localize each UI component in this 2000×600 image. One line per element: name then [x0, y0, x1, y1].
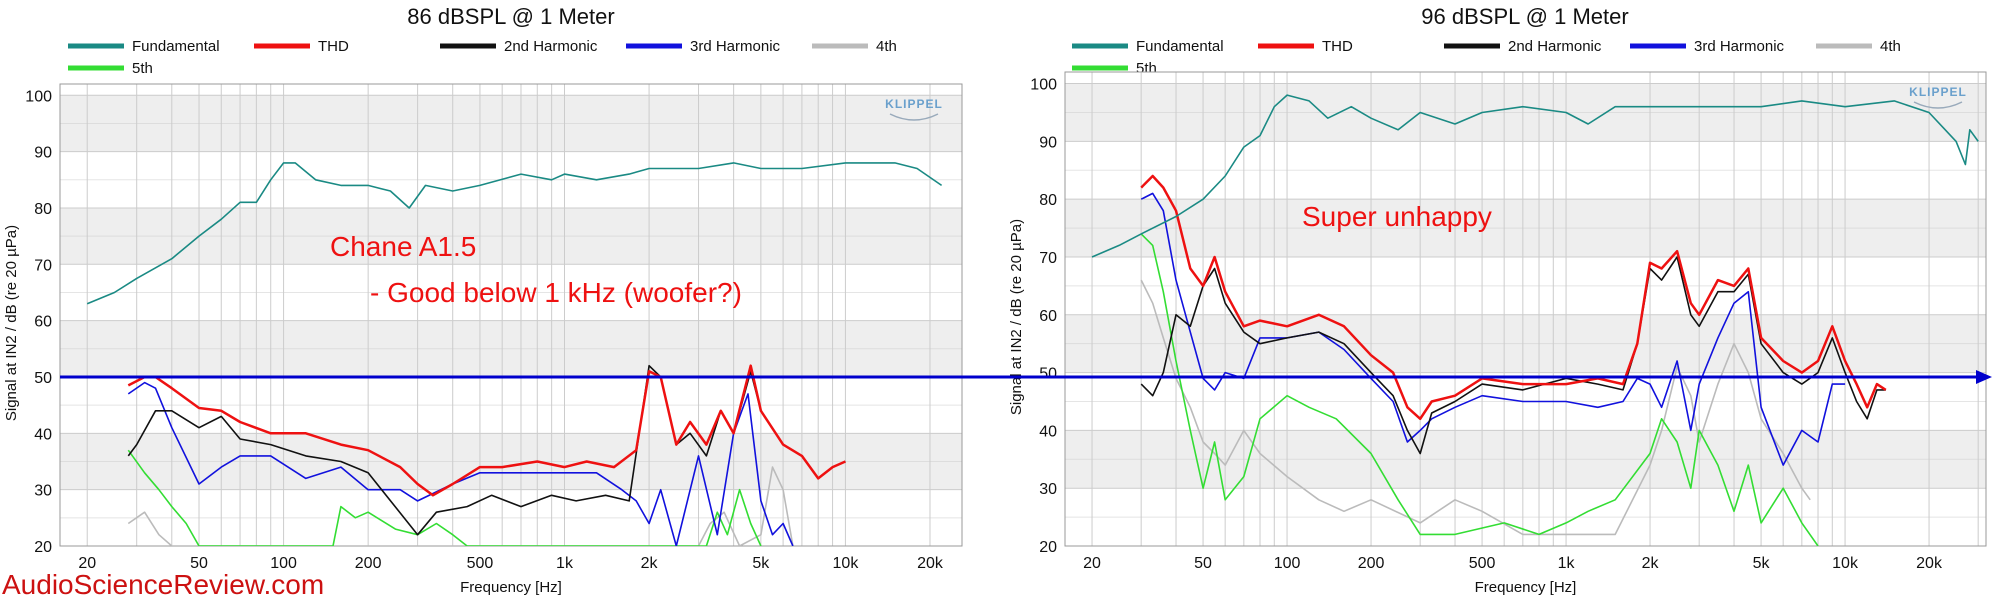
x-tick-label: 200 — [355, 555, 382, 572]
y-tick-label: 30 — [1039, 481, 1057, 498]
y-tick-label: 70 — [34, 257, 52, 274]
y-tick-label: 70 — [1039, 250, 1057, 267]
klippel-logo-text: KLIPPEL — [1909, 85, 1967, 99]
x-tick-label: 5k — [752, 555, 770, 572]
x-tick-label: 500 — [467, 555, 494, 572]
y-axis-label: Signal at IN2 / dB (re 20 µPa) — [1008, 219, 1025, 415]
y-tick-label: 100 — [25, 88, 52, 105]
legend-label-3rd-harmonic: 3rd Harmonic — [690, 38, 781, 55]
x-axis: 20 50 100 200 500 1k 2k 5k 10k 20k Frequency [Hz] — [78, 555, 944, 596]
chart-panel-2: 96 dBSPL @ 1 Meter Fundamental THD 2nd Harm… — [1008, 4, 1987, 596]
series-group — [86, 162, 943, 546]
legend-label-4th: 4th — [876, 38, 897, 55]
grid-lines — [1065, 72, 1986, 547]
x-tick-label: 100 — [270, 555, 297, 572]
y-tick-label: 60 — [34, 314, 52, 331]
annotation-comment: Super unhappy — [1302, 201, 1492, 232]
x-tick-label: 1k — [556, 555, 574, 572]
y-axis-label: Signal at IN2 / dB (re 20 µPa) — [3, 225, 20, 421]
legend-label-4th: 4th — [1880, 38, 1901, 55]
klippel-logo: KLIPPEL — [1909, 85, 1967, 109]
x-tick-label: 20 — [1083, 555, 1101, 572]
grid-lines — [60, 84, 962, 547]
legend-label-thd: THD — [318, 38, 349, 55]
plot-area — [1064, 71, 1987, 547]
y-tick-label: 80 — [1039, 192, 1057, 209]
series-line-5th — [127, 449, 762, 546]
y-tick-label: 20 — [34, 539, 52, 556]
x-tick-label: 5k — [1753, 555, 1771, 572]
x-axis-label: Frequency [Hz] — [1475, 579, 1577, 596]
x-tick-label: 200 — [1358, 555, 1385, 572]
y-tick-label: 30 — [34, 483, 52, 500]
series-line-thd — [127, 364, 846, 497]
legend-label-fundamental: Fundamental — [1136, 38, 1224, 55]
series-line-4th — [1140, 279, 1811, 536]
y-axis: 20 30 40 50 60 70 80 90 100 Signal at IN2 / dB (r… — [3, 88, 52, 556]
klippel-logo-text: KLIPPEL — [885, 97, 943, 111]
legend-label-2nd-harmonic: 2nd Harmonic — [1508, 38, 1602, 55]
series-line-5th — [1140, 233, 1819, 546]
chart-title: 96 dBSPL @ 1 Meter — [1421, 4, 1628, 29]
x-tick-label: 50 — [1194, 555, 1212, 572]
legend-label-2nd-harmonic: 2nd Harmonic — [504, 38, 598, 55]
x-tick-label: 1k — [1558, 555, 1576, 572]
chart-legend: Fundamental THD 2nd Harmonic 3rd Harmonic 4t… — [68, 38, 897, 77]
series-line-fundamental — [86, 162, 943, 305]
y-tick-label: 90 — [1039, 134, 1057, 151]
x-tick-label: 2k — [641, 555, 659, 572]
x-tick-label: 20k — [1916, 555, 1943, 572]
annotation-model-name: Chane A1.5 — [330, 231, 476, 262]
y-tick-label: 50 — [34, 370, 52, 387]
x-tick-label: 500 — [1469, 555, 1496, 572]
klippel-logo: KLIPPEL — [885, 97, 943, 121]
annotations: Chane A1.5 - Good below 1 kHz (woofer?) — [330, 231, 742, 308]
x-axis-label: Frequency [Hz] — [460, 579, 562, 596]
klippel-logo-swoosh — [889, 113, 939, 121]
site-watermark: AudioScienceReview.com — [2, 569, 324, 600]
legend-label-thd: THD — [1322, 38, 1353, 55]
x-axis: 20 50 100 200 500 1k 2k 5k 10k 20k Frequency [Hz] — [1083, 555, 1943, 596]
chart-panel-1: 86 dBSPL @ 1 Meter Fundamental THD 2nd Harm… — [3, 4, 963, 596]
x-tick-label: 50 — [190, 555, 208, 572]
chart-legend: Fundamental THD 2nd Harmonic 3rd Harmonic 4t… — [1072, 38, 1901, 77]
x-tick-label: 20 — [78, 555, 96, 572]
y-tick-label: 90 — [34, 145, 52, 162]
annotations: Super unhappy — [1302, 201, 1492, 232]
legend-label-3rd-harmonic: 3rd Harmonic — [1694, 38, 1785, 55]
annotation-comment: - Good below 1 kHz (woofer?) — [370, 277, 742, 308]
series-line-4th — [127, 466, 794, 546]
y-tick-label: 50 — [1039, 366, 1057, 383]
series-line-thd — [1140, 174, 1887, 421]
klippel-logo-swoosh — [1913, 101, 1963, 109]
plot-frame — [1064, 71, 1987, 547]
x-tick-label: 100 — [1274, 555, 1301, 572]
y-tick-label: 100 — [1030, 77, 1057, 94]
x-tick-label: 10k — [833, 555, 860, 572]
series-line-fundamental — [1091, 94, 1979, 258]
y-axis: 20 30 40 50 60 70 80 90 100 Signal at IN2 / dB (r… — [1008, 77, 1057, 556]
y-tick-label: 60 — [1039, 308, 1057, 325]
x-tick-label: 2k — [1642, 555, 1660, 572]
reference-line-arrowhead — [1976, 369, 1992, 384]
legend-label-5th: 5th — [132, 60, 153, 77]
y-tick-label: 40 — [34, 426, 52, 443]
y-tick-label: 40 — [1039, 423, 1057, 440]
y-tick-label: 20 — [1039, 539, 1057, 556]
chart-title: 86 dBSPL @ 1 Meter — [407, 4, 614, 29]
y-tick-label: 80 — [34, 201, 52, 218]
series-line-3rd-harmonic — [1140, 192, 1846, 466]
legend-label-fundamental: Fundamental — [132, 38, 220, 55]
reference-line-overlay — [60, 369, 1992, 384]
x-tick-label: 20k — [917, 555, 944, 572]
x-tick-label: 10k — [1832, 555, 1859, 572]
